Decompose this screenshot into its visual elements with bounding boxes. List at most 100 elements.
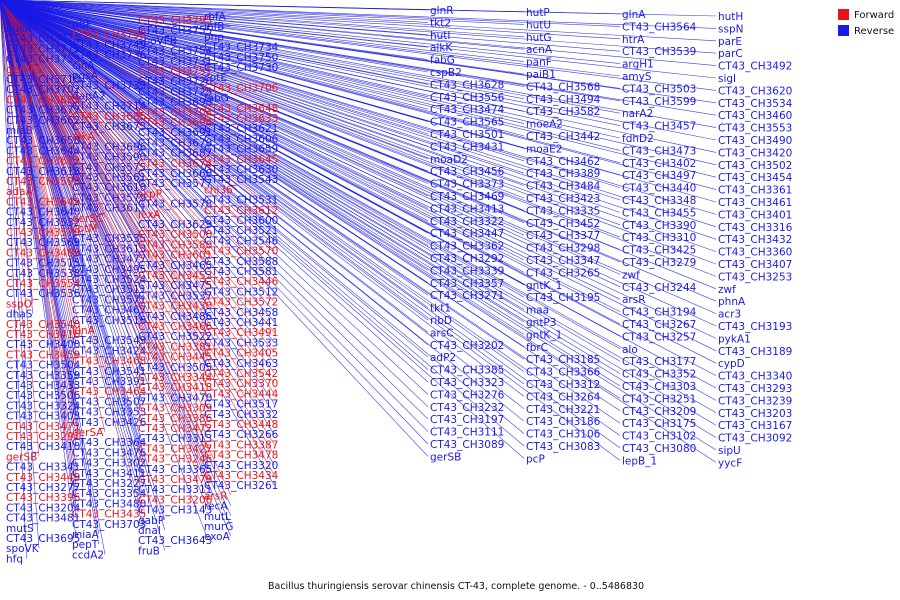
position-tick-label: 3800 kbp <box>0 0 26 2</box>
gene-label: CT43_CH3209 <box>622 406 696 418</box>
gene-label: CT43_CH3495 <box>72 264 146 276</box>
label-connector <box>0 0 525 62</box>
gene-label: CT43_CH3798 <box>72 29 146 41</box>
gene-label: CT43_CH3277 <box>6 482 80 494</box>
gene-label: CT43_CH3674 <box>138 158 213 170</box>
label-connector <box>0 0 717 265</box>
label-connector <box>0 0 275 343</box>
label-connector <box>0 0 621 436</box>
label-connector <box>0 0 209 429</box>
gene-label: CT43_CH3204 <box>6 502 81 514</box>
gene-label: CT43_CH3565 <box>430 117 504 129</box>
gene-label: CT43_CH3481 <box>6 513 80 525</box>
gene-label: arsC <box>430 327 454 339</box>
gene-label: CT43_CH3189 <box>718 346 792 358</box>
gene-label: gntK_1 <box>526 329 562 341</box>
gene-label: CT43_CH3373 <box>430 179 504 191</box>
gene-label: CT43_CH3536 <box>6 288 81 300</box>
gene-label: CT43_CH3354 <box>72 488 147 500</box>
gene-label: CT43_CH3401 <box>718 209 792 221</box>
gene-label: CT43_CH3143 <box>138 505 212 517</box>
gene-label: pepT <box>72 539 99 551</box>
gene-label: CT43_CH3435 <box>72 509 146 521</box>
label-connector <box>0 0 429 395</box>
legend: Forward Reverse <box>838 9 894 37</box>
label-connector <box>0 0 34 314</box>
label-connector <box>0 0 621 188</box>
gene-label: miaB <box>6 125 33 137</box>
gene-label: CT43_CH3474 <box>430 104 505 116</box>
label-connector <box>0 0 621 350</box>
gene-label: dapA2 <box>72 90 106 102</box>
label-connector <box>0 0 717 240</box>
gene-label: CT43_CH3106 <box>526 429 601 441</box>
label-connector <box>0 0 717 54</box>
gene-label: hutI <box>430 30 451 42</box>
gene-label: gntK_1 <box>526 280 562 292</box>
gene-label: CT43_CH3462 <box>526 156 600 168</box>
gene-label: nusA <box>6 23 33 35</box>
label-connector <box>0 0 621 151</box>
gene-label: narA2 <box>622 108 653 120</box>
label-connector <box>0 0 717 438</box>
label-connector <box>0 0 209 408</box>
gene-label: CT43_CH3291 <box>6 431 80 443</box>
label-connector <box>0 0 621 40</box>
label-connector <box>0 0 717 42</box>
gene-label: CT43_CH3500 <box>138 229 212 241</box>
gene-label: CT43_CH3341 <box>6 462 80 474</box>
label-connector <box>0 0 717 463</box>
gene-label: fbrC <box>526 342 548 354</box>
legend-reverse-swatch <box>838 25 849 36</box>
gene-label: CT43_CH3503 <box>622 83 696 95</box>
gene-label: CT43_CH3541 <box>72 366 146 378</box>
gene-label: CT43_CH3502 <box>718 160 792 172</box>
gene-label: alo <box>622 344 638 356</box>
gene-label: ribF <box>72 19 92 31</box>
gene-label: CT43_CH3633 <box>204 113 278 125</box>
gene-label: CT43_CH3111 <box>430 427 504 439</box>
gene-label: CT43_CH3320 <box>204 460 278 472</box>
gene-label: CT43_CH3685 <box>72 111 146 123</box>
label-connector <box>0 0 621 362</box>
label-connector <box>0 0 143 524</box>
gene-label: sspP <box>138 188 162 200</box>
gene-label: CT43_CH3710 <box>6 74 80 86</box>
label-connector <box>0 0 232 516</box>
gene-label: CT43_CH3570 <box>204 246 278 258</box>
gene-label: CT43_CH3177 <box>622 356 696 368</box>
gene-label: CT43_CH3257 <box>622 331 696 343</box>
gene-label: miaA <box>72 529 100 541</box>
label-connector <box>0 0 209 480</box>
gene-label: CT43_CH3704 <box>138 107 213 119</box>
label-connector <box>0 0 717 414</box>
gene-label: CT43_CH3749 <box>72 39 146 51</box>
gene-label: CT43_CH3466 <box>138 321 213 333</box>
gene-label: CT43_CH3197 <box>430 414 504 426</box>
label-connector <box>0 0 166 551</box>
gene-label: CT43_CH3478 <box>204 450 278 462</box>
gene-label: panF <box>526 57 552 69</box>
label-connector <box>0 0 525 422</box>
label-connector <box>0 0 275 323</box>
gene-label: CT43_CH3266 <box>204 429 279 441</box>
gene-label: CT43_CH3535 <box>72 233 146 245</box>
gene-label: CT43_CH3606 <box>204 133 279 145</box>
gene-label: CT43_CH3402 <box>622 158 696 170</box>
gene-label: CT43_CH3420 <box>718 147 792 159</box>
gene-label: CT43_CH3365 <box>138 464 212 476</box>
gene-label: CT43_CH3670 <box>138 137 212 149</box>
gene-label: cypD <box>718 358 745 370</box>
label-connector <box>0 0 429 370</box>
gene-label: CT43_CH3453 <box>138 270 212 282</box>
gene-label: CT43_CH3381 <box>138 341 212 353</box>
legend-forward-label: Forward <box>854 10 894 21</box>
label-connector <box>0 0 429 445</box>
gene-label: CT43_CH3632 <box>6 156 80 168</box>
gene-label: CT43_CH3310 <box>622 232 696 244</box>
gene-label: zwf <box>622 269 640 281</box>
gene-label: CT43_CH3588 <box>204 256 278 268</box>
gene-label: parC <box>718 48 743 60</box>
label-connector <box>0 0 429 432</box>
gene-label: CT43_CH3279 <box>622 257 696 269</box>
